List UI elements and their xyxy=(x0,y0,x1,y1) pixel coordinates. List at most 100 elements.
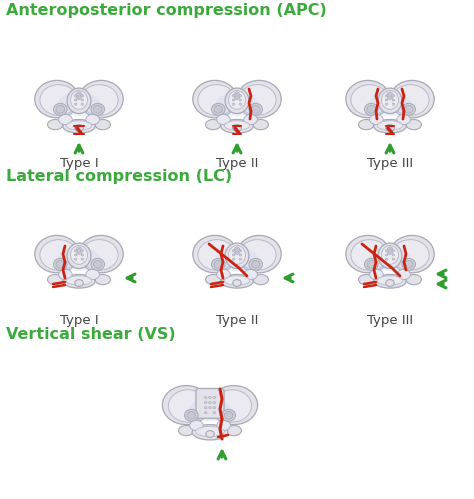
Ellipse shape xyxy=(385,250,388,252)
Ellipse shape xyxy=(390,236,434,273)
Ellipse shape xyxy=(228,246,246,264)
Ellipse shape xyxy=(217,420,230,431)
Ellipse shape xyxy=(370,114,383,125)
Ellipse shape xyxy=(387,92,393,99)
Ellipse shape xyxy=(67,88,91,114)
Ellipse shape xyxy=(232,99,235,101)
Ellipse shape xyxy=(239,103,242,105)
Ellipse shape xyxy=(392,240,429,270)
Ellipse shape xyxy=(95,274,110,285)
Ellipse shape xyxy=(77,249,81,253)
Ellipse shape xyxy=(385,103,388,105)
Ellipse shape xyxy=(232,95,235,97)
Ellipse shape xyxy=(385,258,388,260)
Ellipse shape xyxy=(71,246,88,264)
Ellipse shape xyxy=(251,260,260,268)
Ellipse shape xyxy=(382,91,399,109)
Ellipse shape xyxy=(232,254,235,256)
Ellipse shape xyxy=(47,119,63,130)
Ellipse shape xyxy=(392,85,429,115)
Ellipse shape xyxy=(66,276,92,285)
Ellipse shape xyxy=(244,269,257,279)
Ellipse shape xyxy=(377,121,403,130)
Ellipse shape xyxy=(74,254,77,256)
Ellipse shape xyxy=(406,119,421,130)
Ellipse shape xyxy=(237,236,281,273)
Ellipse shape xyxy=(209,407,211,409)
Ellipse shape xyxy=(351,85,388,115)
Ellipse shape xyxy=(367,260,375,268)
Ellipse shape xyxy=(374,119,406,133)
Ellipse shape xyxy=(397,114,410,125)
Ellipse shape xyxy=(365,103,378,115)
Ellipse shape xyxy=(217,114,230,125)
Ellipse shape xyxy=(216,248,258,271)
Ellipse shape xyxy=(221,274,253,288)
Ellipse shape xyxy=(385,99,388,101)
Ellipse shape xyxy=(226,426,241,436)
Ellipse shape xyxy=(204,412,207,414)
Ellipse shape xyxy=(93,260,102,268)
Ellipse shape xyxy=(75,279,83,286)
Text: Type II: Type II xyxy=(216,314,258,327)
Text: Anteroposterior compression (APC): Anteroposterior compression (APC) xyxy=(6,3,327,18)
Ellipse shape xyxy=(224,121,250,130)
Ellipse shape xyxy=(239,254,242,256)
Ellipse shape xyxy=(86,114,100,125)
Ellipse shape xyxy=(35,236,79,273)
Ellipse shape xyxy=(388,249,392,253)
Ellipse shape xyxy=(192,425,228,440)
Ellipse shape xyxy=(40,85,77,115)
Ellipse shape xyxy=(206,119,221,130)
Ellipse shape xyxy=(239,258,242,260)
Ellipse shape xyxy=(212,390,252,422)
Ellipse shape xyxy=(189,399,231,421)
Ellipse shape xyxy=(79,80,123,118)
Ellipse shape xyxy=(214,260,223,268)
Ellipse shape xyxy=(213,407,216,409)
Ellipse shape xyxy=(251,105,260,113)
Ellipse shape xyxy=(95,119,110,130)
Ellipse shape xyxy=(47,274,63,285)
Ellipse shape xyxy=(187,412,196,419)
Ellipse shape xyxy=(253,274,268,285)
Ellipse shape xyxy=(213,402,216,404)
Ellipse shape xyxy=(388,93,392,98)
Ellipse shape xyxy=(402,258,416,270)
Ellipse shape xyxy=(235,93,239,98)
Ellipse shape xyxy=(56,260,64,268)
Ellipse shape xyxy=(378,243,402,268)
Ellipse shape xyxy=(358,274,374,285)
Ellipse shape xyxy=(76,247,82,254)
Ellipse shape xyxy=(67,243,91,268)
Ellipse shape xyxy=(193,80,237,118)
Ellipse shape xyxy=(91,258,104,270)
Ellipse shape xyxy=(392,103,395,105)
Ellipse shape xyxy=(74,99,77,101)
Ellipse shape xyxy=(204,402,207,404)
Ellipse shape xyxy=(239,95,242,97)
Ellipse shape xyxy=(402,103,416,115)
Ellipse shape xyxy=(168,390,208,422)
Ellipse shape xyxy=(386,125,394,131)
Ellipse shape xyxy=(63,274,95,288)
Ellipse shape xyxy=(385,95,388,97)
Ellipse shape xyxy=(392,250,395,252)
Ellipse shape xyxy=(179,426,194,436)
Text: Type II: Type II xyxy=(216,157,258,170)
Ellipse shape xyxy=(369,92,411,116)
Ellipse shape xyxy=(239,250,242,252)
Ellipse shape xyxy=(58,248,100,271)
Ellipse shape xyxy=(346,236,390,273)
Ellipse shape xyxy=(249,258,263,270)
Ellipse shape xyxy=(351,240,388,270)
Ellipse shape xyxy=(234,92,240,99)
Ellipse shape xyxy=(387,247,393,254)
Ellipse shape xyxy=(63,119,95,133)
Ellipse shape xyxy=(374,274,406,288)
Ellipse shape xyxy=(211,103,225,115)
Ellipse shape xyxy=(209,396,211,399)
Ellipse shape xyxy=(225,88,249,114)
Ellipse shape xyxy=(213,412,216,414)
Ellipse shape xyxy=(81,254,84,256)
